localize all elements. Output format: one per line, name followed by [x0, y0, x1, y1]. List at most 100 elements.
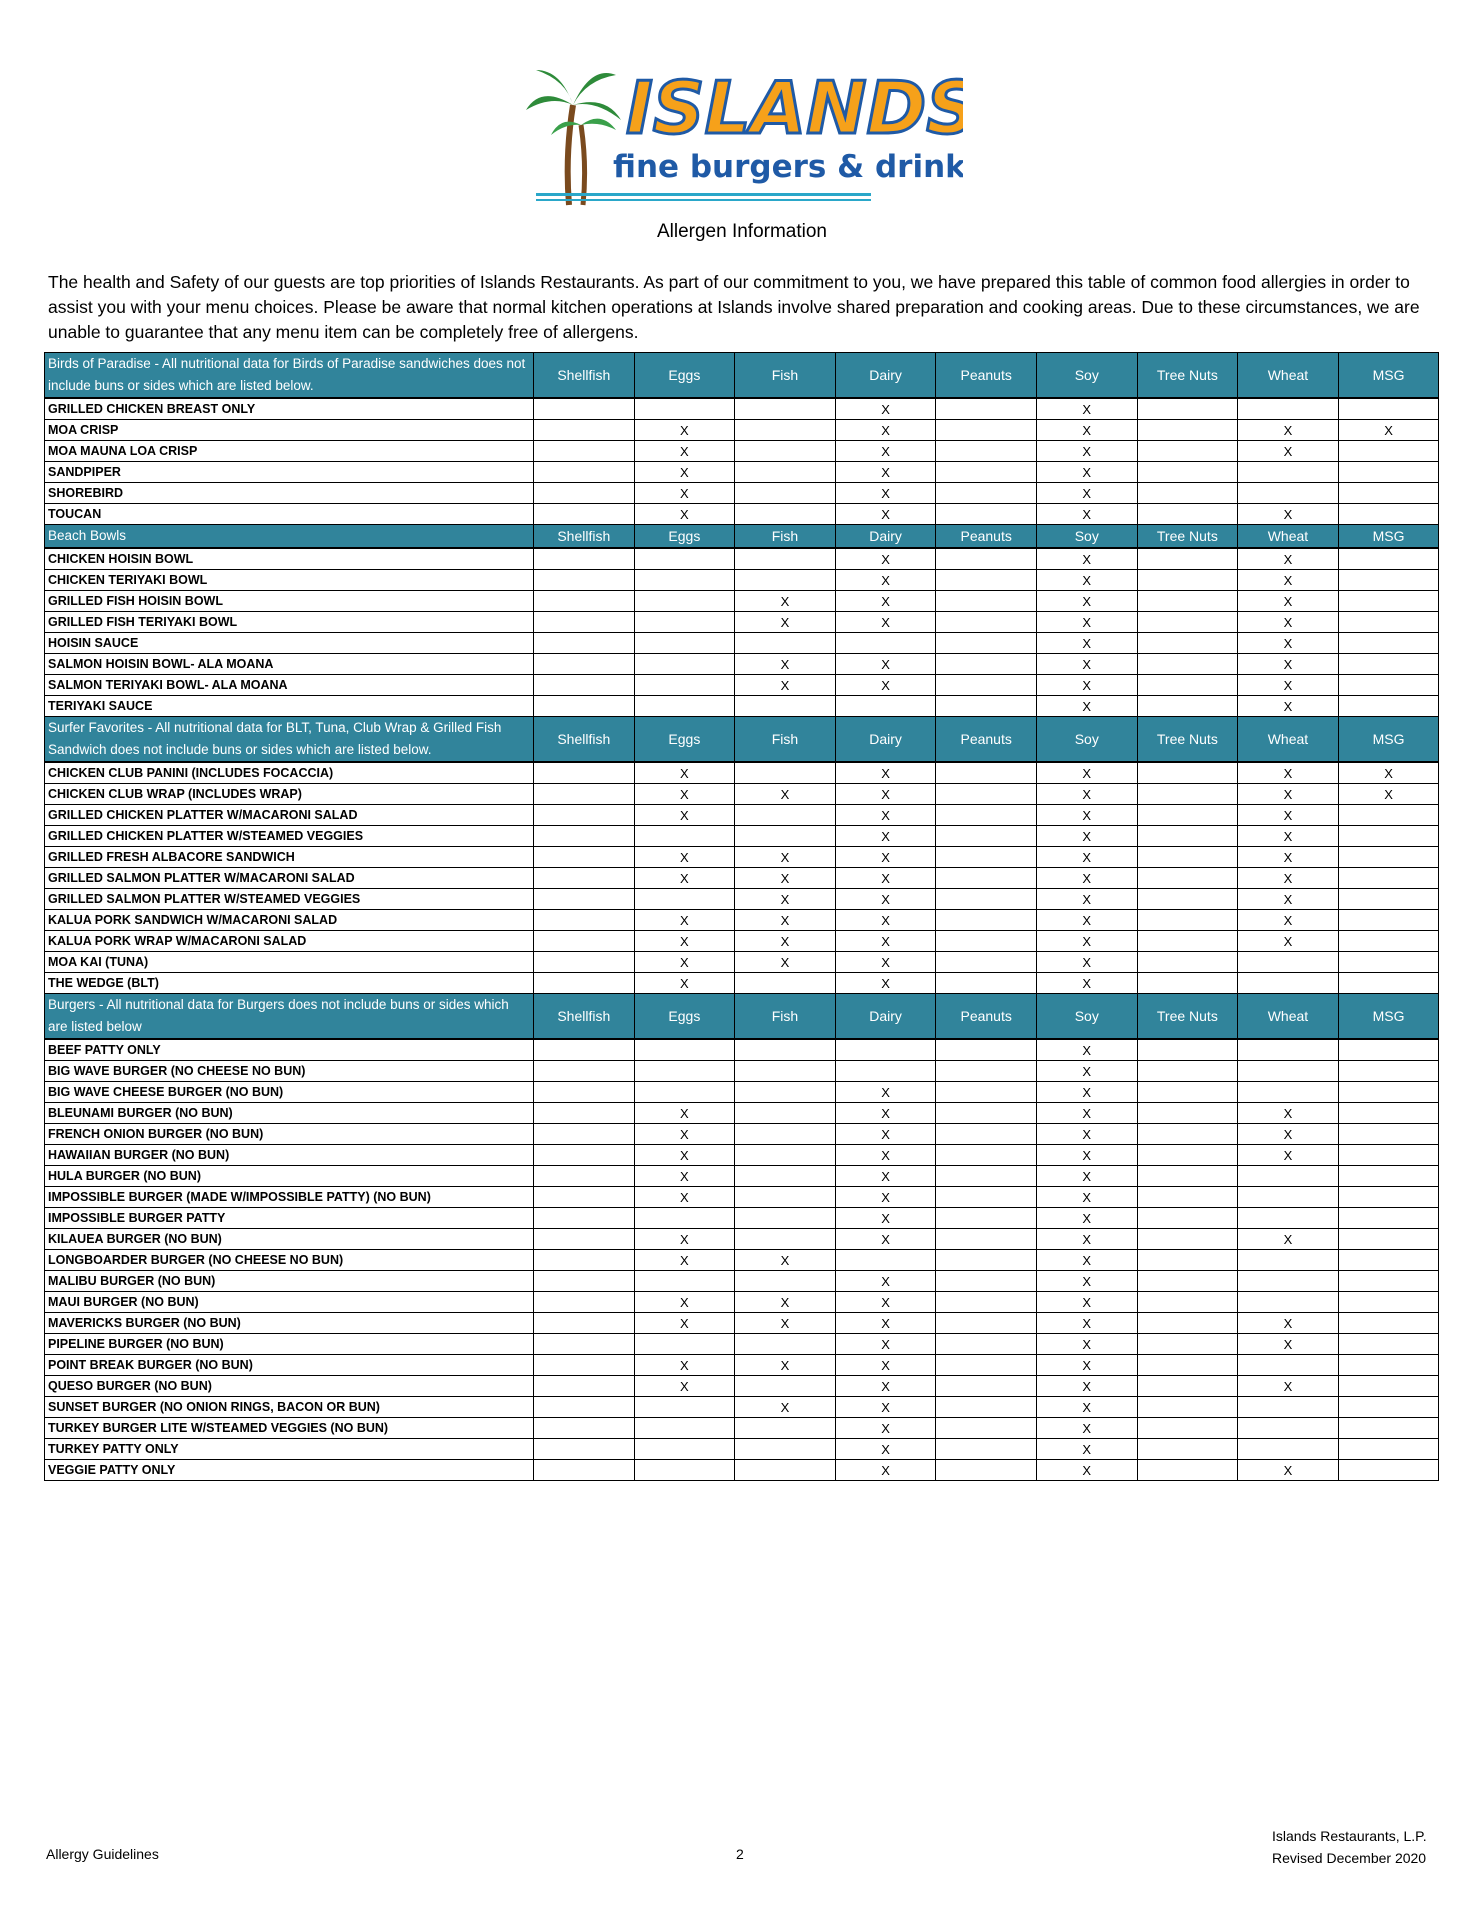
- allergen-mark: X: [1237, 611, 1339, 633]
- allergen-mark: [1337, 1144, 1440, 1166]
- allergen-mark: X: [834, 1354, 937, 1376]
- allergen-mark: X: [1035, 547, 1138, 570]
- allergen-mark: X: [734, 1396, 836, 1418]
- allergen-mark: [1136, 1102, 1239, 1124]
- allergen-mark: [533, 804, 635, 826]
- allergen-mark: [633, 632, 736, 654]
- allergen-mark: [533, 632, 635, 654]
- allergen-mark: [1237, 1081, 1339, 1103]
- svg-text:ISLANDS: ISLANDS: [626, 66, 963, 150]
- allergen-mark: X: [1237, 909, 1339, 931]
- allergen-mark: X: [1035, 1270, 1138, 1292]
- allergen-mark: X: [1035, 569, 1138, 591]
- allergen-column-header: Tree Nuts: [1136, 716, 1239, 763]
- menu-item-name: CHICKEN CLUB PANINI (INCLUDES FOCACCIA): [44, 761, 534, 784]
- allergen-mark: [1337, 482, 1440, 504]
- table-row: POINT BREAK BURGER (NO BUN) X X X X: [44, 1354, 1440, 1376]
- section-title: Beach Bowls: [44, 524, 534, 549]
- allergen-mark: [734, 1165, 836, 1187]
- allergen-mark: X: [1035, 1207, 1138, 1229]
- allergen-mark: X: [1035, 611, 1138, 633]
- allergen-mark: X: [1035, 846, 1138, 868]
- allergen-mark: X: [633, 783, 736, 805]
- allergen-mark: [1136, 972, 1239, 994]
- table-row: VEGGIE PATTY ONLY X X X: [44, 1459, 1440, 1481]
- allergen-mark: X: [734, 653, 836, 675]
- allergen-mark: [533, 1459, 635, 1481]
- allergen-column-header: Shellfish: [533, 716, 635, 763]
- menu-item-name: BIG WAVE BURGER (NO CHEESE NO BUN): [44, 1060, 534, 1082]
- allergen-mark: X: [734, 783, 836, 805]
- menu-item-name: MAVERICKS BURGER (NO BUN): [44, 1312, 534, 1334]
- allergen-mark: [533, 1228, 635, 1250]
- allergen-mark: [935, 972, 1037, 994]
- table-row: MAUI BURGER (NO BUN) X X X X: [44, 1291, 1440, 1313]
- allergen-column-header: MSG: [1337, 993, 1440, 1040]
- allergen-mark: X: [834, 547, 937, 570]
- allergen-mark: X: [1337, 419, 1440, 441]
- allergen-mark: [633, 1060, 736, 1082]
- allergen-mark: [935, 1270, 1037, 1292]
- allergen-mark: X: [633, 440, 736, 462]
- allergen-mark: [935, 503, 1037, 525]
- allergen-mark: [734, 419, 836, 441]
- section-title: Birds of Paradise - All nutritional data…: [44, 352, 534, 399]
- allergen-mark: X: [1035, 867, 1138, 889]
- allergen-mark: [633, 1459, 736, 1481]
- allergen-mark: [1136, 1228, 1239, 1250]
- allergen-mark: [935, 1144, 1037, 1166]
- allergen-mark: X: [834, 804, 937, 826]
- allergen-mark: X: [834, 1333, 937, 1355]
- allergen-mark: [734, 461, 836, 483]
- allergen-mark: X: [1237, 569, 1339, 591]
- allergen-mark: [1337, 1333, 1440, 1355]
- allergen-mark: [935, 674, 1037, 696]
- allergen-mark: [935, 867, 1037, 889]
- allergen-mark: X: [834, 930, 937, 952]
- allergen-mark: X: [1035, 783, 1138, 805]
- allergen-mark: X: [1035, 1102, 1138, 1124]
- table-row: TURKEY PATTY ONLY X X: [44, 1438, 1440, 1460]
- allergen-mark: [1136, 695, 1239, 717]
- allergen-mark: [935, 695, 1037, 717]
- allergen-mark: [1136, 1123, 1239, 1145]
- table-row: GRILLED CHICKEN PLATTER W/MACARONI SALAD…: [44, 804, 1440, 826]
- allergen-mark: X: [1237, 419, 1339, 441]
- allergen-mark: [1136, 1186, 1239, 1208]
- allergen-mark: [935, 1207, 1037, 1229]
- allergen-mark: [734, 1375, 836, 1397]
- table-row: QUESO BURGER (NO BUN) X X X X: [44, 1375, 1440, 1397]
- menu-item-name: SALMON HOISIN BOWL- ALA MOANA: [44, 653, 534, 675]
- allergen-mark: [734, 1038, 836, 1061]
- allergen-mark: [935, 1438, 1037, 1460]
- allergen-mark: X: [1035, 632, 1138, 654]
- allergen-mark: X: [1237, 1144, 1339, 1166]
- islands-logo: ISLANDS fine burgers & drinks: [521, 55, 984, 211]
- allergen-mark: X: [1035, 1038, 1138, 1061]
- allergen-mark: [533, 1144, 635, 1166]
- table-row: MOA CRISP X X X X X: [44, 419, 1440, 441]
- allergen-column-header: Fish: [734, 352, 836, 399]
- allergen-mark: X: [1237, 783, 1339, 805]
- menu-item-name: IMPOSSIBLE BURGER (MADE W/IMPOSSIBLE PAT…: [44, 1186, 534, 1208]
- menu-item-name: GRILLED CHICKEN PLATTER W/MACARONI SALAD: [44, 804, 534, 826]
- allergen-mark: [1136, 461, 1239, 483]
- allergen-mark: [1337, 888, 1440, 910]
- allergen-mark: X: [1035, 440, 1138, 462]
- table-row: TOUCAN X X X X: [44, 503, 1440, 525]
- allergen-column-header: Eggs: [633, 993, 736, 1040]
- allergen-mark: X: [834, 461, 937, 483]
- table-row: GRILLED FRESH ALBACORE SANDWICH X X X X X: [44, 846, 1440, 868]
- allergen-mark: [734, 1186, 836, 1208]
- allergen-column-header: Wheat: [1237, 524, 1339, 549]
- allergen-mark: [1136, 1396, 1239, 1418]
- menu-item-name: POINT BREAK BURGER (NO BUN): [44, 1354, 534, 1376]
- table-row: TERIYAKI SAUCE X X: [44, 695, 1440, 717]
- allergen-mark: [935, 825, 1037, 847]
- table-row: BIG WAVE CHEESE BURGER (NO BUN) X X: [44, 1081, 1440, 1103]
- allergen-mark: [935, 1291, 1037, 1313]
- allergen-mark: [935, 804, 1037, 826]
- allergen-mark: [935, 888, 1037, 910]
- allergen-mark: [633, 611, 736, 633]
- allergen-mark: [935, 1354, 1037, 1376]
